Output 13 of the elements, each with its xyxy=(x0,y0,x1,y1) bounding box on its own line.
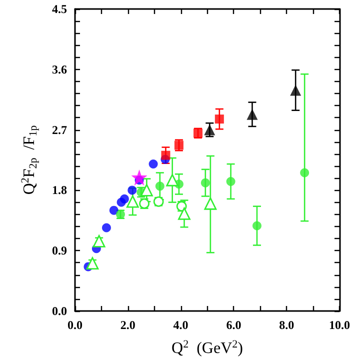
x-tick-label: 0.0 xyxy=(68,318,82,332)
y-tick-label: 0.0 xyxy=(52,304,67,318)
y-tick-label: 4.5 xyxy=(52,2,67,16)
y-axis-title: Q2F2p /F1p xyxy=(20,124,40,195)
y-tick-label: 3.6 xyxy=(52,62,67,76)
x-tick-label: 4.0 xyxy=(173,318,188,332)
x-tick-label: 6.0 xyxy=(226,318,242,332)
x-tick-label: 2.0 xyxy=(120,318,136,332)
x-tick-label: 8.0 xyxy=(279,318,294,332)
y-tick-label: 0.9 xyxy=(52,244,67,258)
x-tick-label: 10.0 xyxy=(329,318,350,332)
y-tick-label: 2.7 xyxy=(52,122,67,137)
y-tick-label: 1.8 xyxy=(52,183,67,198)
